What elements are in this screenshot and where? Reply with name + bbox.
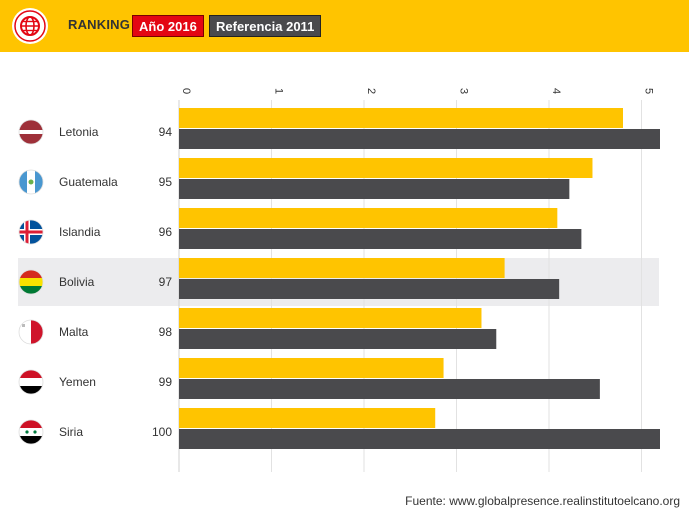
bolivia-flag <box>18 269 44 295</box>
bar-v2016 <box>179 158 593 178</box>
bar-v2011 <box>179 179 570 199</box>
rank-label: 97 <box>159 275 173 289</box>
bar-v2011 <box>179 429 660 449</box>
x-tick-label: 0 <box>180 88 192 94</box>
country-label: Yemen <box>59 375 96 389</box>
bar-v2016 <box>179 358 444 378</box>
bar-v2011 <box>179 279 560 299</box>
bar-v2016 <box>179 108 623 128</box>
rank-label: 100 <box>152 425 172 439</box>
bar-chart: 0 1 2 3 4 5 Letonia 94 Guatemala 95 Islandia 96 Boli… <box>18 88 660 472</box>
bar-v2016 <box>179 208 558 228</box>
x-tick-label: 5 <box>643 88 655 94</box>
syria-flag <box>18 419 44 445</box>
bar-v2011 <box>179 379 600 399</box>
bar-v2011 <box>179 229 582 249</box>
bar-v2016 <box>179 408 436 428</box>
x-tick-label: 2 <box>365 88 377 94</box>
rank-label: 94 <box>159 125 173 139</box>
country-label: Letonia <box>59 125 99 139</box>
bar-v2016 <box>179 258 505 278</box>
x-tick-label: 3 <box>458 88 470 94</box>
ranking-label: RANKING <box>68 17 131 32</box>
country-label: Siria <box>59 425 83 439</box>
x-tick-label: 1 <box>273 88 285 94</box>
country-label: Guatemala <box>59 175 118 189</box>
country-label: Islandia <box>59 225 101 239</box>
legend-chip-2011[interactable]: Referencia 2011 <box>209 15 322 37</box>
country-label: Malta <box>59 325 89 339</box>
source-note: Fuente: www.globalpresence.realinstituto… <box>405 494 680 508</box>
bar-v2011 <box>179 129 660 149</box>
guatemala-flag <box>18 169 44 195</box>
rank-label: 95 <box>159 175 173 189</box>
rank-label: 96 <box>159 225 173 239</box>
legend-chip-2016[interactable]: Año 2016 <box>132 15 204 37</box>
bar-v2016 <box>179 308 482 328</box>
x-tick-label: 4 <box>550 88 562 94</box>
header-bar: RANKING Año 2016 Referencia 2011 <box>0 0 689 52</box>
iceland-flag <box>18 219 44 245</box>
rank-label: 98 <box>159 325 173 339</box>
latvia-flag <box>18 119 44 145</box>
country-label: Bolivia <box>59 275 95 289</box>
yemen-flag <box>18 369 44 395</box>
bar-v2011 <box>179 329 497 349</box>
globe-icon <box>12 8 48 44</box>
rank-label: 99 <box>159 375 173 389</box>
malta-flag <box>18 319 44 345</box>
